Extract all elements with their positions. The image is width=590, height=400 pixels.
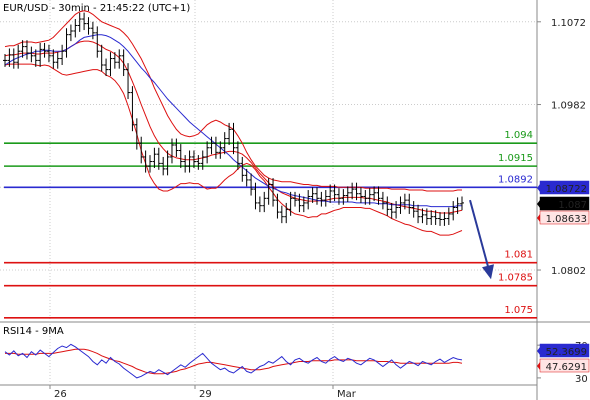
time-tick-labels: 26 29 Mar [49, 385, 357, 400]
chart-title: EUR/USD - 30min - 21:45:22 (UTC+1) [3, 3, 190, 14]
rsi-badge-text: 47.6291 [546, 362, 587, 373]
level-label: 1.075 [504, 305, 533, 316]
forecast-arrow-shaft [469, 199, 490, 271]
level-label: 1.0915 [498, 153, 533, 164]
rsi-tick-label: 30 [575, 374, 588, 385]
time-tick-label: 29 [199, 389, 212, 400]
price-tick-label: 1.1072 [551, 18, 586, 29]
price-badge-text: 1.08722 [546, 184, 587, 195]
rsi-ma-line [5, 348, 463, 375]
price-badge-pointer [537, 184, 540, 192]
rsi-badge-pointer [537, 362, 540, 370]
price-panel [0, 0, 537, 322]
bollinger-lower-line [4, 63, 463, 236]
price-badge-pointer [537, 200, 540, 208]
time-tick-label: Mar [337, 389, 357, 400]
ohlc-bars-layer [3, 12, 464, 226]
level-label: 1.081 [504, 250, 533, 261]
rsi-line [4, 343, 463, 379]
price-badges-layer: 1.08722 1.087 1.08633 [537, 180, 590, 225]
rsi-badge-pointer [537, 347, 540, 355]
price-badge-text: 1.08633 [546, 214, 587, 225]
time-tick-label: 26 [54, 389, 67, 400]
moving-average-line [4, 34, 462, 208]
rsi-badge-text: 52.3699 [546, 347, 587, 358]
level-label: 1.094 [504, 130, 533, 141]
price-badge-text: 1.087 [558, 200, 587, 211]
price-badge-pointer [537, 214, 540, 222]
forecast-arrow-head [482, 264, 494, 280]
level-label: 1.0892 [498, 174, 533, 185]
forecast-arrow-layer [469, 199, 494, 280]
level-label: 1.0785 [498, 273, 533, 284]
rsi-title: RSI14 - 9MA [3, 326, 64, 337]
price-tick-label: 1.0982 [551, 101, 586, 112]
price-tick-label: 1.0802 [551, 266, 586, 277]
